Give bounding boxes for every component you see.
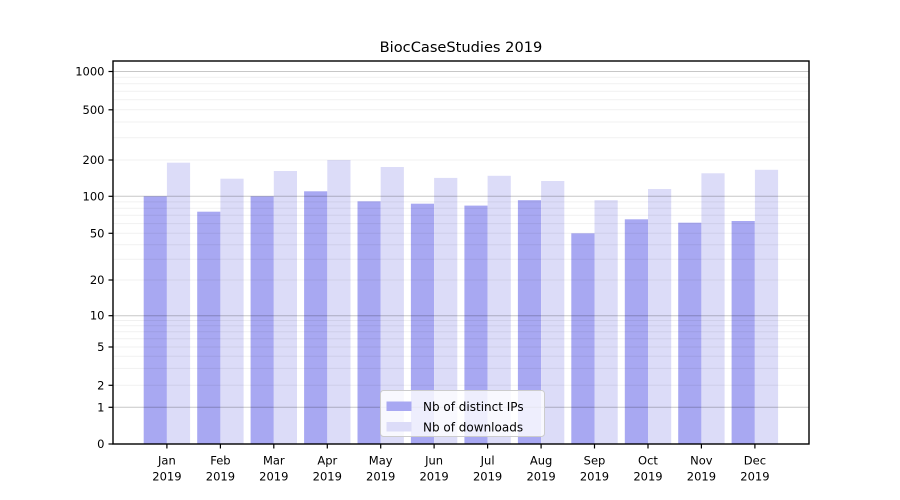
x-tick-label-month: Oct bbox=[638, 454, 658, 468]
y-tick-label: 0 bbox=[97, 437, 104, 451]
x-tick-label-year: 2019 bbox=[206, 470, 235, 484]
bar-feb-downloads bbox=[220, 178, 244, 444]
x-tick-label-month: Sep bbox=[584, 454, 606, 468]
bar-sep-downloads bbox=[594, 200, 618, 444]
x-tick-label-month: Jan bbox=[157, 454, 176, 468]
y-tick-label: 50 bbox=[90, 226, 105, 240]
bar-nov-downloads bbox=[701, 173, 725, 445]
x-tick-label-year: 2019 bbox=[473, 470, 502, 484]
y-tick-label: 1000 bbox=[75, 65, 104, 79]
bar-jul-distinct-ips bbox=[464, 205, 488, 444]
gridlines-layer bbox=[113, 71, 809, 408]
x-tick-label-month: Jun bbox=[424, 454, 443, 468]
x-tick-label-year: 2019 bbox=[313, 470, 342, 484]
y-tick-label: 5 bbox=[97, 340, 104, 354]
legend-swatch-distinct-ips bbox=[386, 401, 412, 411]
bar-jan-distinct-ips bbox=[143, 196, 167, 444]
bar-aug-downloads bbox=[541, 181, 565, 444]
bar-apr-distinct-ips bbox=[304, 191, 328, 444]
bar-oct-downloads bbox=[648, 189, 672, 444]
bar-sep-distinct-ips bbox=[571, 233, 595, 444]
bar-dec-downloads bbox=[754, 169, 779, 445]
y-tick-label: 20 bbox=[90, 273, 105, 287]
legend-label-distinct-ips: Nb of distinct IPs bbox=[423, 400, 524, 414]
bars-layer bbox=[143, 160, 779, 445]
x-tick-label-month: Nov bbox=[690, 454, 713, 468]
y-tick-label: 1 bbox=[97, 400, 104, 414]
bar-dec-distinct-ips bbox=[731, 221, 755, 444]
chart-title: BiocCaseStudies 2019 bbox=[380, 39, 543, 56]
bar-jun-downloads bbox=[434, 177, 458, 444]
y-tick-label: 500 bbox=[83, 103, 105, 117]
x-tick-label-month: May bbox=[369, 454, 393, 468]
x-tick-label-month: Jul bbox=[480, 454, 495, 468]
legend-swatch-downloads bbox=[386, 422, 412, 432]
bar-aug-distinct-ips bbox=[517, 200, 542, 444]
x-tick-label-year: 2019 bbox=[259, 470, 288, 484]
x-tick-label-month: Aug bbox=[530, 454, 552, 468]
legend: Nb of distinct IPs Nb of downloads bbox=[380, 390, 545, 437]
y-tick-label: 200 bbox=[83, 153, 105, 167]
plot-border bbox=[112, 60, 810, 445]
x-tick-label-year: 2019 bbox=[633, 470, 662, 484]
y-tick-label: 100 bbox=[83, 189, 105, 203]
legend-label-downloads: Nb of downloads bbox=[423, 420, 523, 434]
bar-nov-distinct-ips bbox=[678, 222, 702, 444]
x-tick-label-month: Apr bbox=[317, 454, 337, 468]
x-tick-label-year: 2019 bbox=[687, 470, 716, 484]
x-tick-label-year: 2019 bbox=[580, 470, 609, 484]
y-tick-label: 2 bbox=[97, 378, 104, 392]
x-tick-label-year: 2019 bbox=[526, 470, 555, 484]
x-tick-label-year: 2019 bbox=[366, 470, 395, 484]
x-tick-label-year: 2019 bbox=[152, 470, 181, 484]
bar-may-distinct-ips bbox=[357, 201, 381, 444]
bar-mar-downloads bbox=[273, 171, 297, 444]
bar-apr-downloads bbox=[327, 160, 351, 444]
bar-feb-distinct-ips bbox=[197, 211, 221, 444]
bar-jul-downloads bbox=[487, 175, 511, 445]
bar-may-downloads bbox=[380, 167, 404, 444]
y-tick-label: 10 bbox=[90, 309, 105, 323]
axes-layer: 10005002001005020105210Jan2019Feb2019Mar… bbox=[75, 60, 810, 484]
bar-jun-distinct-ips bbox=[410, 203, 435, 444]
bar-jan-downloads bbox=[166, 162, 191, 444]
x-tick-label-month: Dec bbox=[744, 454, 766, 468]
x-tick-label-month: Feb bbox=[210, 454, 230, 468]
x-tick-label-year: 2019 bbox=[740, 470, 769, 484]
bar-oct-distinct-ips bbox=[624, 219, 648, 444]
bar-mar-distinct-ips bbox=[250, 196, 274, 444]
x-tick-label-year: 2019 bbox=[419, 470, 448, 484]
x-tick-label-month: Mar bbox=[263, 454, 285, 468]
legend-box bbox=[380, 390, 545, 437]
